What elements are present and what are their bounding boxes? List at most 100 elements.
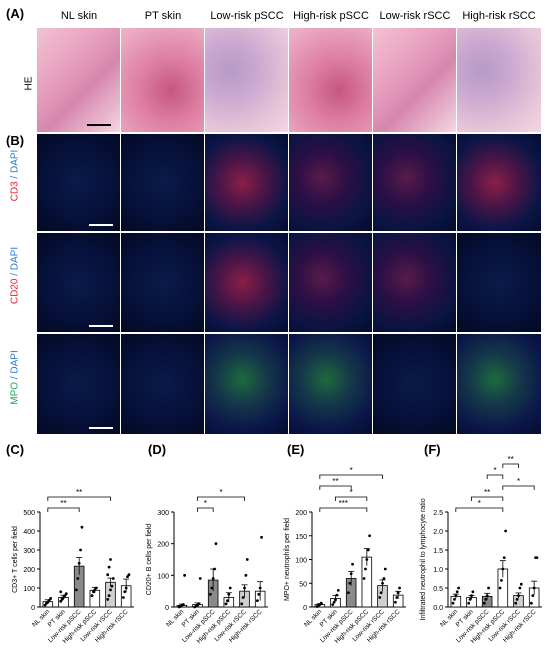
- scale-bar: [87, 124, 111, 126]
- cd20-image-low-risk-rscc: [373, 233, 456, 332]
- data-point: [198, 577, 202, 580]
- data-point: [455, 590, 459, 594]
- significance-label: **: [484, 488, 490, 497]
- significance-label: ***: [339, 499, 348, 508]
- significance-bracket: [47, 496, 111, 501]
- data-point: [487, 586, 490, 590]
- row-label-mpo: MPO / DAPI: [10, 338, 21, 418]
- data-point: [245, 558, 249, 561]
- data-point: [517, 594, 520, 597]
- cd3-label: CD3: [9, 181, 21, 202]
- data-point: [208, 592, 212, 596]
- cd3-image-pt-skin: [121, 134, 204, 231]
- data-point: [80, 525, 84, 529]
- data-point: [106, 573, 110, 577]
- significance-label: **: [76, 488, 82, 497]
- data-point: [76, 577, 80, 580]
- panel-label-b: (B): [6, 133, 25, 148]
- significance-bracket: [455, 507, 504, 512]
- data-point: [228, 586, 232, 590]
- row-label-he: HE: [23, 76, 35, 91]
- data-point: [111, 577, 115, 580]
- significance-label: *: [350, 488, 353, 497]
- data-point: [77, 561, 81, 565]
- data-point: [364, 567, 367, 571]
- data-point: [351, 562, 354, 566]
- data-point: [381, 581, 384, 585]
- significance-bracket: [47, 507, 80, 512]
- y-tick-label: 100: [23, 586, 35, 593]
- data-point: [49, 597, 53, 600]
- data-point: [332, 600, 336, 604]
- data-point: [468, 598, 472, 601]
- panel-label-d: (D): [148, 442, 167, 457]
- data-point: [109, 558, 112, 561]
- y-tick-label: 1.5: [433, 548, 443, 555]
- significance-bracket: [319, 507, 368, 512]
- cd20-image-high-risk-pscc: [289, 233, 372, 332]
- y-tick-label: 0.0: [433, 605, 443, 612]
- cd3-image-high-risk-rscc: [457, 134, 541, 231]
- y-tick-label: 100: [157, 573, 169, 580]
- significance-bracket: [319, 474, 383, 479]
- data-point: [393, 600, 397, 604]
- cd20-image-low-risk-pscc: [205, 233, 288, 332]
- mpo-image-low-risk-rscc: [373, 334, 456, 434]
- data-point: [366, 548, 370, 552]
- data-point: [210, 586, 214, 590]
- significance-bracket: [319, 485, 352, 490]
- data-point: [529, 601, 533, 605]
- y-axis-label: MPO+ neutrophils per field: [284, 518, 291, 601]
- data-point: [396, 591, 400, 595]
- column-header-high-risk-rscc: High-risk rSCC: [462, 10, 536, 22]
- y-tick-label: 200: [157, 542, 169, 549]
- scale-bar: [89, 427, 113, 429]
- cd20-image-nl-skin: [37, 233, 120, 332]
- data-point: [504, 529, 508, 533]
- cd20-image-pt-skin: [121, 233, 204, 332]
- y-tick-label: 2.0: [433, 529, 443, 536]
- y-tick-label: 1.0: [433, 567, 443, 574]
- significance-label: *: [478, 499, 481, 508]
- data-point: [127, 573, 131, 577]
- data-point: [500, 579, 503, 582]
- data-point: [211, 577, 215, 580]
- data-point: [74, 588, 78, 592]
- data-point: [107, 594, 111, 597]
- mpo-image-nl-skin: [37, 334, 120, 434]
- data-point: [501, 567, 505, 571]
- he-image-high-risk-rscc: [457, 28, 541, 132]
- data-point: [331, 603, 335, 607]
- data-point: [379, 591, 383, 595]
- data-point: [79, 548, 82, 552]
- data-point: [255, 599, 259, 603]
- data-point: [349, 572, 353, 576]
- column-header-nl-skin: NL skin: [60, 10, 98, 22]
- cd20-image-high-risk-rscc: [457, 233, 541, 332]
- significance-label: **: [508, 455, 514, 464]
- y-tick-label: 0: [31, 605, 35, 612]
- data-point: [241, 596, 245, 599]
- data-point: [451, 601, 455, 605]
- data-point: [257, 592, 261, 596]
- data-point: [532, 586, 536, 590]
- significance-bracket: [502, 485, 535, 490]
- data-point: [94, 586, 98, 590]
- mpo-image-high-risk-rscc: [457, 334, 541, 434]
- data-point: [535, 556, 539, 559]
- data-point: [518, 586, 522, 590]
- neutrophil-lymphocyte-ratio-chart: 0.0 0.5 1.0 1.5 2.0 2.5 Infiltrated neutrophil…: [420, 455, 542, 645]
- data-point: [362, 577, 366, 580]
- he-image-nl-skin: [37, 28, 120, 132]
- data-point: [467, 601, 471, 605]
- data-point: [110, 584, 114, 588]
- significance-bracket: [486, 474, 504, 479]
- data-point: [109, 588, 112, 592]
- he-image-high-risk-pscc: [289, 28, 372, 132]
- panel-label-c: (C): [6, 442, 25, 457]
- data-point: [123, 590, 127, 594]
- significance-label: **: [332, 477, 338, 486]
- data-point: [183, 573, 187, 577]
- data-point: [531, 594, 535, 597]
